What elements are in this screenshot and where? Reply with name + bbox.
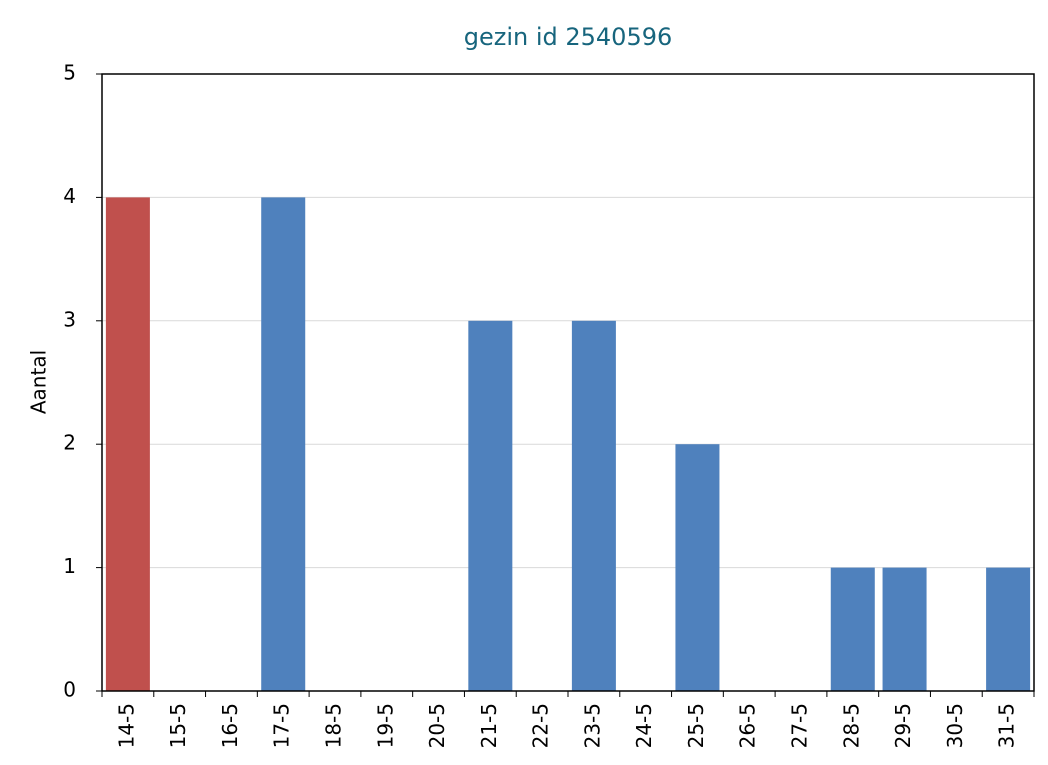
y-tick-label: 1 — [63, 554, 76, 578]
y-axis-label: Aantal — [27, 350, 51, 414]
bar — [986, 567, 1031, 691]
y-tick-label: 2 — [63, 431, 76, 455]
chart-title: gezin id 2540596 — [464, 23, 673, 51]
bar — [675, 444, 720, 691]
y-tick-label: 0 — [63, 678, 76, 702]
x-tick-label: 15-5 — [166, 703, 190, 748]
x-tick-label: 31-5 — [995, 703, 1019, 748]
y-tick-label: 3 — [63, 307, 76, 331]
y-tick-label: 4 — [63, 184, 76, 208]
x-tick-label: 26-5 — [736, 703, 760, 748]
x-tick-label: 21-5 — [477, 703, 501, 748]
x-tick-label: 19-5 — [373, 703, 397, 748]
y-tick-label: 5 — [63, 61, 76, 85]
bar — [830, 567, 875, 691]
x-tick-label: 22-5 — [529, 703, 553, 748]
x-tick-label: 14-5 — [114, 703, 138, 748]
plot-frame — [101, 73, 1035, 692]
x-tick-label: 16-5 — [218, 703, 242, 748]
bar — [261, 197, 306, 691]
x-tick-label: 29-5 — [891, 703, 915, 748]
x-tick-label: 30-5 — [943, 703, 967, 748]
x-tick-label: 18-5 — [322, 703, 346, 748]
x-tick-label: 27-5 — [788, 703, 812, 748]
x-tick-label: 25-5 — [684, 703, 708, 748]
bar — [571, 320, 616, 691]
bar — [468, 320, 513, 691]
bar — [882, 567, 927, 691]
x-tick-label: 28-5 — [839, 703, 863, 748]
x-tick-label: 20-5 — [425, 703, 449, 748]
bar — [105, 197, 150, 691]
x-tick-label: 24-5 — [632, 703, 656, 748]
x-tick-label: 17-5 — [270, 703, 294, 748]
x-tick-label: 23-5 — [580, 703, 604, 748]
